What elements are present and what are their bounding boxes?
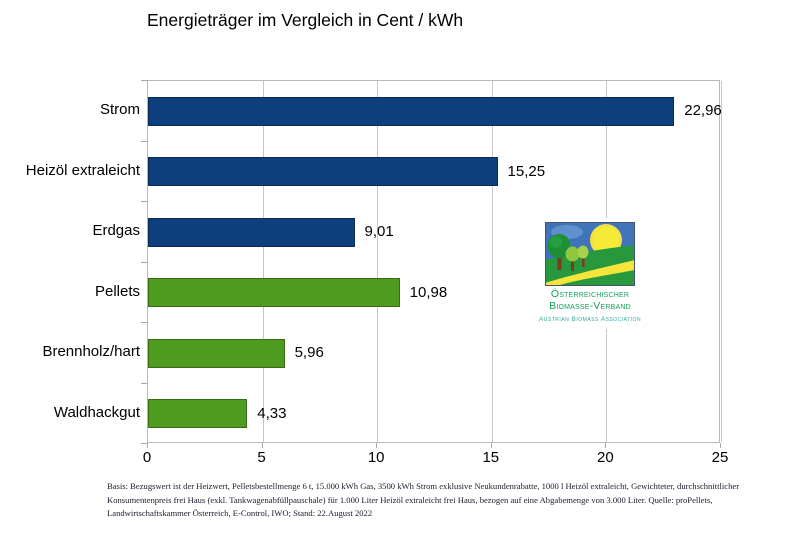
x-axis-label-20: 20 [597, 449, 614, 466]
x-axis-tick-15 [490, 443, 492, 448]
x-axis-tick-10 [376, 443, 378, 448]
y-axis-tick-1 [141, 140, 147, 142]
value-label-5: 4,33 [257, 404, 287, 422]
x-axis-tick-20 [605, 443, 607, 448]
logo-org-subtitle: Austrian Biomass Association [538, 316, 642, 323]
landscape-painting-icon [545, 222, 635, 286]
logo-org-name-line2: Biomasse-Verband [549, 299, 631, 312]
gridline-15 [491, 81, 493, 442]
category-label-1: Heizöl extraleicht [25, 161, 140, 179]
x-axis-label-0: 0 [142, 449, 152, 466]
source-footnote: Basis: Bezugswert ist der Heizwert, Pell… [107, 480, 772, 521]
biomasse-verband-logo: Österreichischer Biomasse-Verband Austri… [528, 218, 652, 329]
bar-strom [148, 96, 675, 126]
x-axis-label-25: 25 [711, 449, 729, 466]
bar-brennholz-hart [148, 338, 285, 368]
value-axis-labels: 0 5 10 15 20 25 [143, 449, 729, 469]
x-axis-tick-0 [147, 443, 148, 448]
y-axis-tick-0 [141, 80, 147, 81]
y-axis-tick-4 [141, 322, 147, 323]
footnote-line-1: Basis: Bezugswert ist der Heizwert, Pell… [107, 481, 740, 491]
category-label-5: Waldhackgut [53, 403, 140, 421]
gridline-5 [262, 81, 264, 442]
y-axis-tick-3 [141, 261, 147, 263]
y-axis-tick-6 [141, 443, 147, 444]
logo-org-name-line1: Österreichischer [550, 288, 630, 300]
value-label-0: 22,96 [684, 102, 722, 120]
gridline-10 [377, 81, 379, 442]
x-axis-tick-25 [720, 443, 721, 448]
category-label-3: Pellets [94, 282, 140, 300]
chart-title: Energieträger im Vergleich in Cent / kWh [147, 10, 464, 30]
bar-heizöl-extraleicht [148, 157, 498, 187]
value-label-1: 15,25 [507, 162, 546, 180]
footnote-line-3: Landwirtschaftskammer Österreich, E-Cont… [107, 508, 373, 519]
value-label-2: 9,01 [364, 223, 394, 241]
x-axis-tick-5 [261, 443, 263, 448]
x-axis-label-10: 10 [367, 449, 385, 466]
x-axis-label-5: 5 [257, 449, 266, 466]
gridline-25 [721, 81, 722, 442]
bar-erdgas [148, 217, 355, 247]
category-axis-labels: Strom Heizöl extraleicht Erdgas Pellets Bren… [0, 80, 140, 443]
value-label-3: 10,98 [409, 283, 448, 301]
category-label-0: Strom [99, 101, 140, 119]
bar-waldhackgut [148, 399, 248, 429]
value-label-4: 5,96 [294, 344, 324, 362]
y-axis-tick-5 [141, 382, 147, 384]
category-label-2: Erdgas [92, 222, 140, 240]
x-axis-label-15: 15 [482, 449, 500, 466]
bar-pellets [148, 278, 400, 308]
footnote-line-2: Konsumentenpreis frei Haus (exkl. Tankwa… [107, 494, 713, 505]
category-label-4: Brennholz/hart [42, 343, 140, 361]
y-axis-tick-2 [141, 201, 147, 202]
